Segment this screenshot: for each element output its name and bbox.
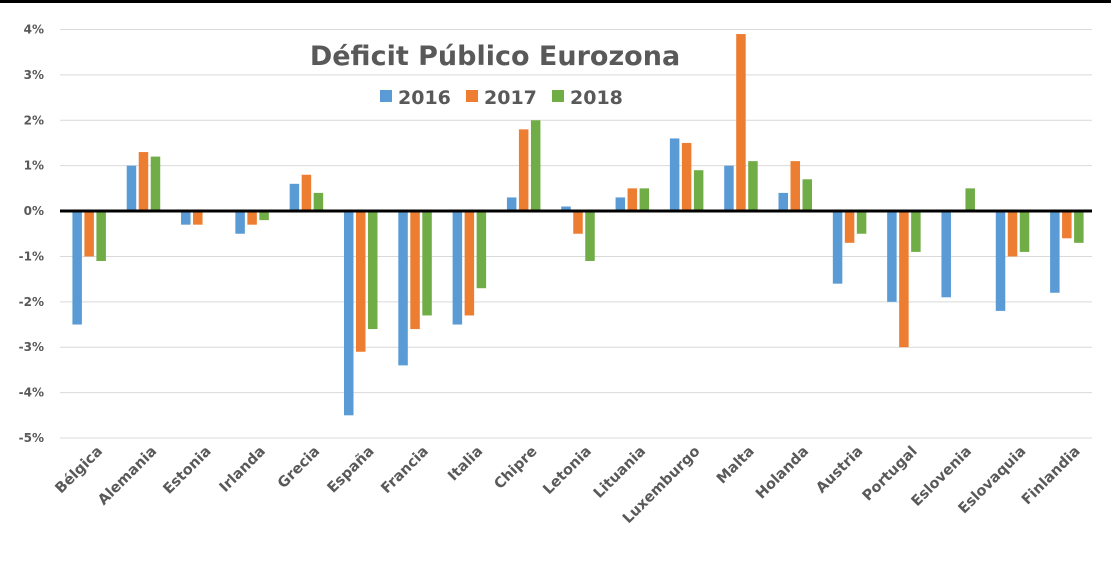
- bar-2018-Irlanda: [259, 211, 269, 221]
- y-tick-label: -3%: [19, 340, 44, 354]
- bar-2018-Portugal: [911, 211, 921, 252]
- bar-2017-Bélgica: [84, 211, 94, 257]
- bar-2017-Italia: [464, 211, 475, 316]
- y-tick-label: -5%: [19, 431, 44, 445]
- legend-label-2018: 2018: [570, 87, 623, 109]
- x-tick-label: Holanda: [753, 444, 812, 503]
- bar-2018-Holanda: [802, 179, 813, 212]
- bar-2016-Bélgica: [72, 211, 82, 325]
- bar-2016-Holanda: [778, 192, 789, 212]
- bar-2017-Chipre: [518, 129, 529, 212]
- x-tick-label: Malta: [714, 444, 758, 488]
- x-tick-label: Chipre: [492, 443, 541, 492]
- legend-label-2017: 2017: [484, 87, 537, 109]
- x-tick-label: Letonia: [540, 444, 594, 498]
- bar-2017-Portugal: [899, 211, 909, 348]
- bar-2017-Holanda: [790, 161, 801, 212]
- bar-2016-Portugal: [887, 211, 897, 302]
- x-tick-label: Alemania: [95, 444, 160, 509]
- x-tick-label: Austria: [813, 444, 866, 497]
- bar-2016-Grecia: [289, 183, 300, 212]
- legend: 2016 2017 2018: [380, 87, 623, 109]
- x-tick-label: Irlanda: [217, 444, 269, 496]
- bar-2016-Francia: [398, 211, 408, 366]
- bar-2017-Eslovaquia: [1007, 211, 1018, 257]
- legend-swatch-2018: [552, 90, 564, 102]
- bar-2016-Malta: [724, 165, 734, 212]
- y-axis-ticks: 4% 3% 2% 1% 0% -1% -2% -3% -4% -5%: [19, 23, 44, 446]
- bar-2016-Italia: [452, 211, 463, 325]
- x-tick-label: Finlandia: [1019, 444, 1084, 509]
- bar-2017-Luxemburgo: [681, 142, 692, 212]
- bar-2018-Italia: [476, 211, 487, 289]
- bar-2018-Austria: [856, 211, 867, 234]
- bar-2017-Finlandia: [1062, 211, 1072, 239]
- bar-2018-Grecia: [313, 192, 324, 212]
- x-tick-label: Lituania: [591, 444, 649, 502]
- y-tick-label: 3%: [24, 68, 44, 82]
- bar-2017-España: [355, 211, 366, 352]
- bar-2016-Letonia: [561, 206, 571, 212]
- bar-2016-Irlanda: [235, 211, 245, 234]
- chart-title: Déficit Público Eurozona: [310, 41, 680, 72]
- bar-2017-Letonia: [573, 211, 583, 234]
- bar-2017-Alemania: [138, 152, 149, 212]
- bar-2017-Malta: [736, 34, 746, 212]
- bar-2017-Irlanda: [247, 211, 257, 225]
- x-tick-label: Italia: [445, 444, 486, 485]
- legend-swatch-2016: [380, 90, 392, 102]
- bar-2018-Francia: [422, 211, 432, 316]
- gridlines: [60, 29, 1092, 439]
- bar-2016-Finlandia: [1050, 211, 1060, 293]
- bar-2018-Eslovenia: [965, 188, 975, 212]
- bar-2017-Lituania: [627, 188, 638, 212]
- bar-2017-Austria: [844, 211, 855, 243]
- x-tick-label: España: [325, 444, 378, 497]
- bar-2016-Luxemburgo: [669, 138, 680, 212]
- bar-2016-España: [343, 211, 354, 416]
- x-tick-label: Grecia: [275, 444, 323, 492]
- bar-2018-Luxemburgo: [693, 170, 704, 212]
- bar-2017-Francia: [410, 211, 420, 330]
- bar-2016-Austria: [832, 211, 843, 284]
- bar-2016-Eslovenia: [941, 211, 951, 298]
- bar-2016-Chipre: [506, 197, 517, 212]
- bar-2018-Eslovaquia: [1019, 211, 1030, 252]
- bar-2017-Estonia: [193, 211, 203, 225]
- bar-2016-Eslovaquia: [995, 211, 1006, 311]
- bar-2018-Lituania: [639, 188, 650, 212]
- bar-2018-España: [367, 211, 378, 330]
- y-tick-label: -4%: [19, 386, 44, 400]
- x-tick-label: Francia: [378, 444, 431, 497]
- bar-2016-Lituania: [615, 197, 626, 212]
- bar-2018-Chipre: [530, 120, 541, 212]
- y-tick-label: -2%: [19, 295, 44, 309]
- y-tick-label: 4%: [24, 23, 44, 37]
- bar-2016-Alemania: [126, 165, 137, 212]
- y-tick-label: 1%: [24, 159, 44, 173]
- bar-2017-Grecia: [301, 174, 312, 212]
- bar-2018-Malta: [748, 161, 758, 212]
- top-border: [0, 0, 1111, 3]
- legend-label-2016: 2016: [398, 87, 451, 109]
- bar-2018-Bélgica: [96, 211, 106, 261]
- y-tick-label: -1%: [19, 249, 44, 263]
- bars: [72, 34, 1084, 416]
- bar-2018-Alemania: [150, 156, 161, 212]
- legend-swatch-2017: [466, 90, 478, 102]
- bar-2018-Letonia: [585, 211, 595, 261]
- y-tick-label: 0%: [24, 204, 44, 218]
- bar-2018-Finlandia: [1074, 211, 1084, 243]
- x-tick-label: Bélgica: [53, 444, 106, 497]
- bar-2016-Estonia: [181, 211, 191, 225]
- x-tick-label: Estonia: [161, 444, 215, 498]
- y-tick-label: 2%: [24, 113, 44, 127]
